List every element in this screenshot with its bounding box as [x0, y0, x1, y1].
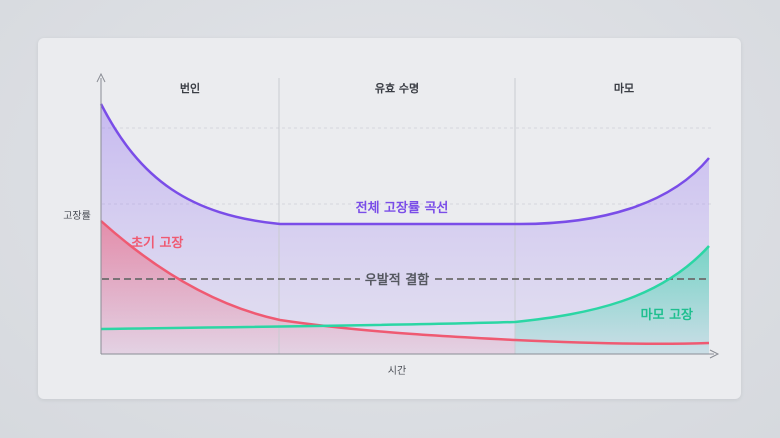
- early-failure-area: [101, 221, 515, 354]
- wearout-label: 마모 고장: [641, 307, 693, 323]
- total-curve-label: 전체 고장률 곡선: [356, 200, 449, 216]
- phase-label-useful-life: 유효 수명: [375, 81, 419, 95]
- x-axis-label: 시간: [388, 365, 406, 377]
- y-axis-label: 고장률: [63, 210, 91, 222]
- phase-label-burn-in: 번인: [180, 81, 200, 95]
- total-curve-area: [101, 104, 709, 354]
- phase-label-wearout: 마모: [614, 81, 634, 95]
- wearout-area: [515, 246, 709, 354]
- early-failure-curve: [100, 220, 710, 346]
- wearout-curve: [100, 245, 710, 331]
- early-failure-label: 초기 고장: [131, 235, 183, 251]
- random-defect-label: 우발적 결함: [365, 272, 429, 288]
- x-axis-arrow: [709, 349, 720, 359]
- total-failure-curve: [99, 103, 710, 226]
- y-axis-arrow: [96, 72, 106, 83]
